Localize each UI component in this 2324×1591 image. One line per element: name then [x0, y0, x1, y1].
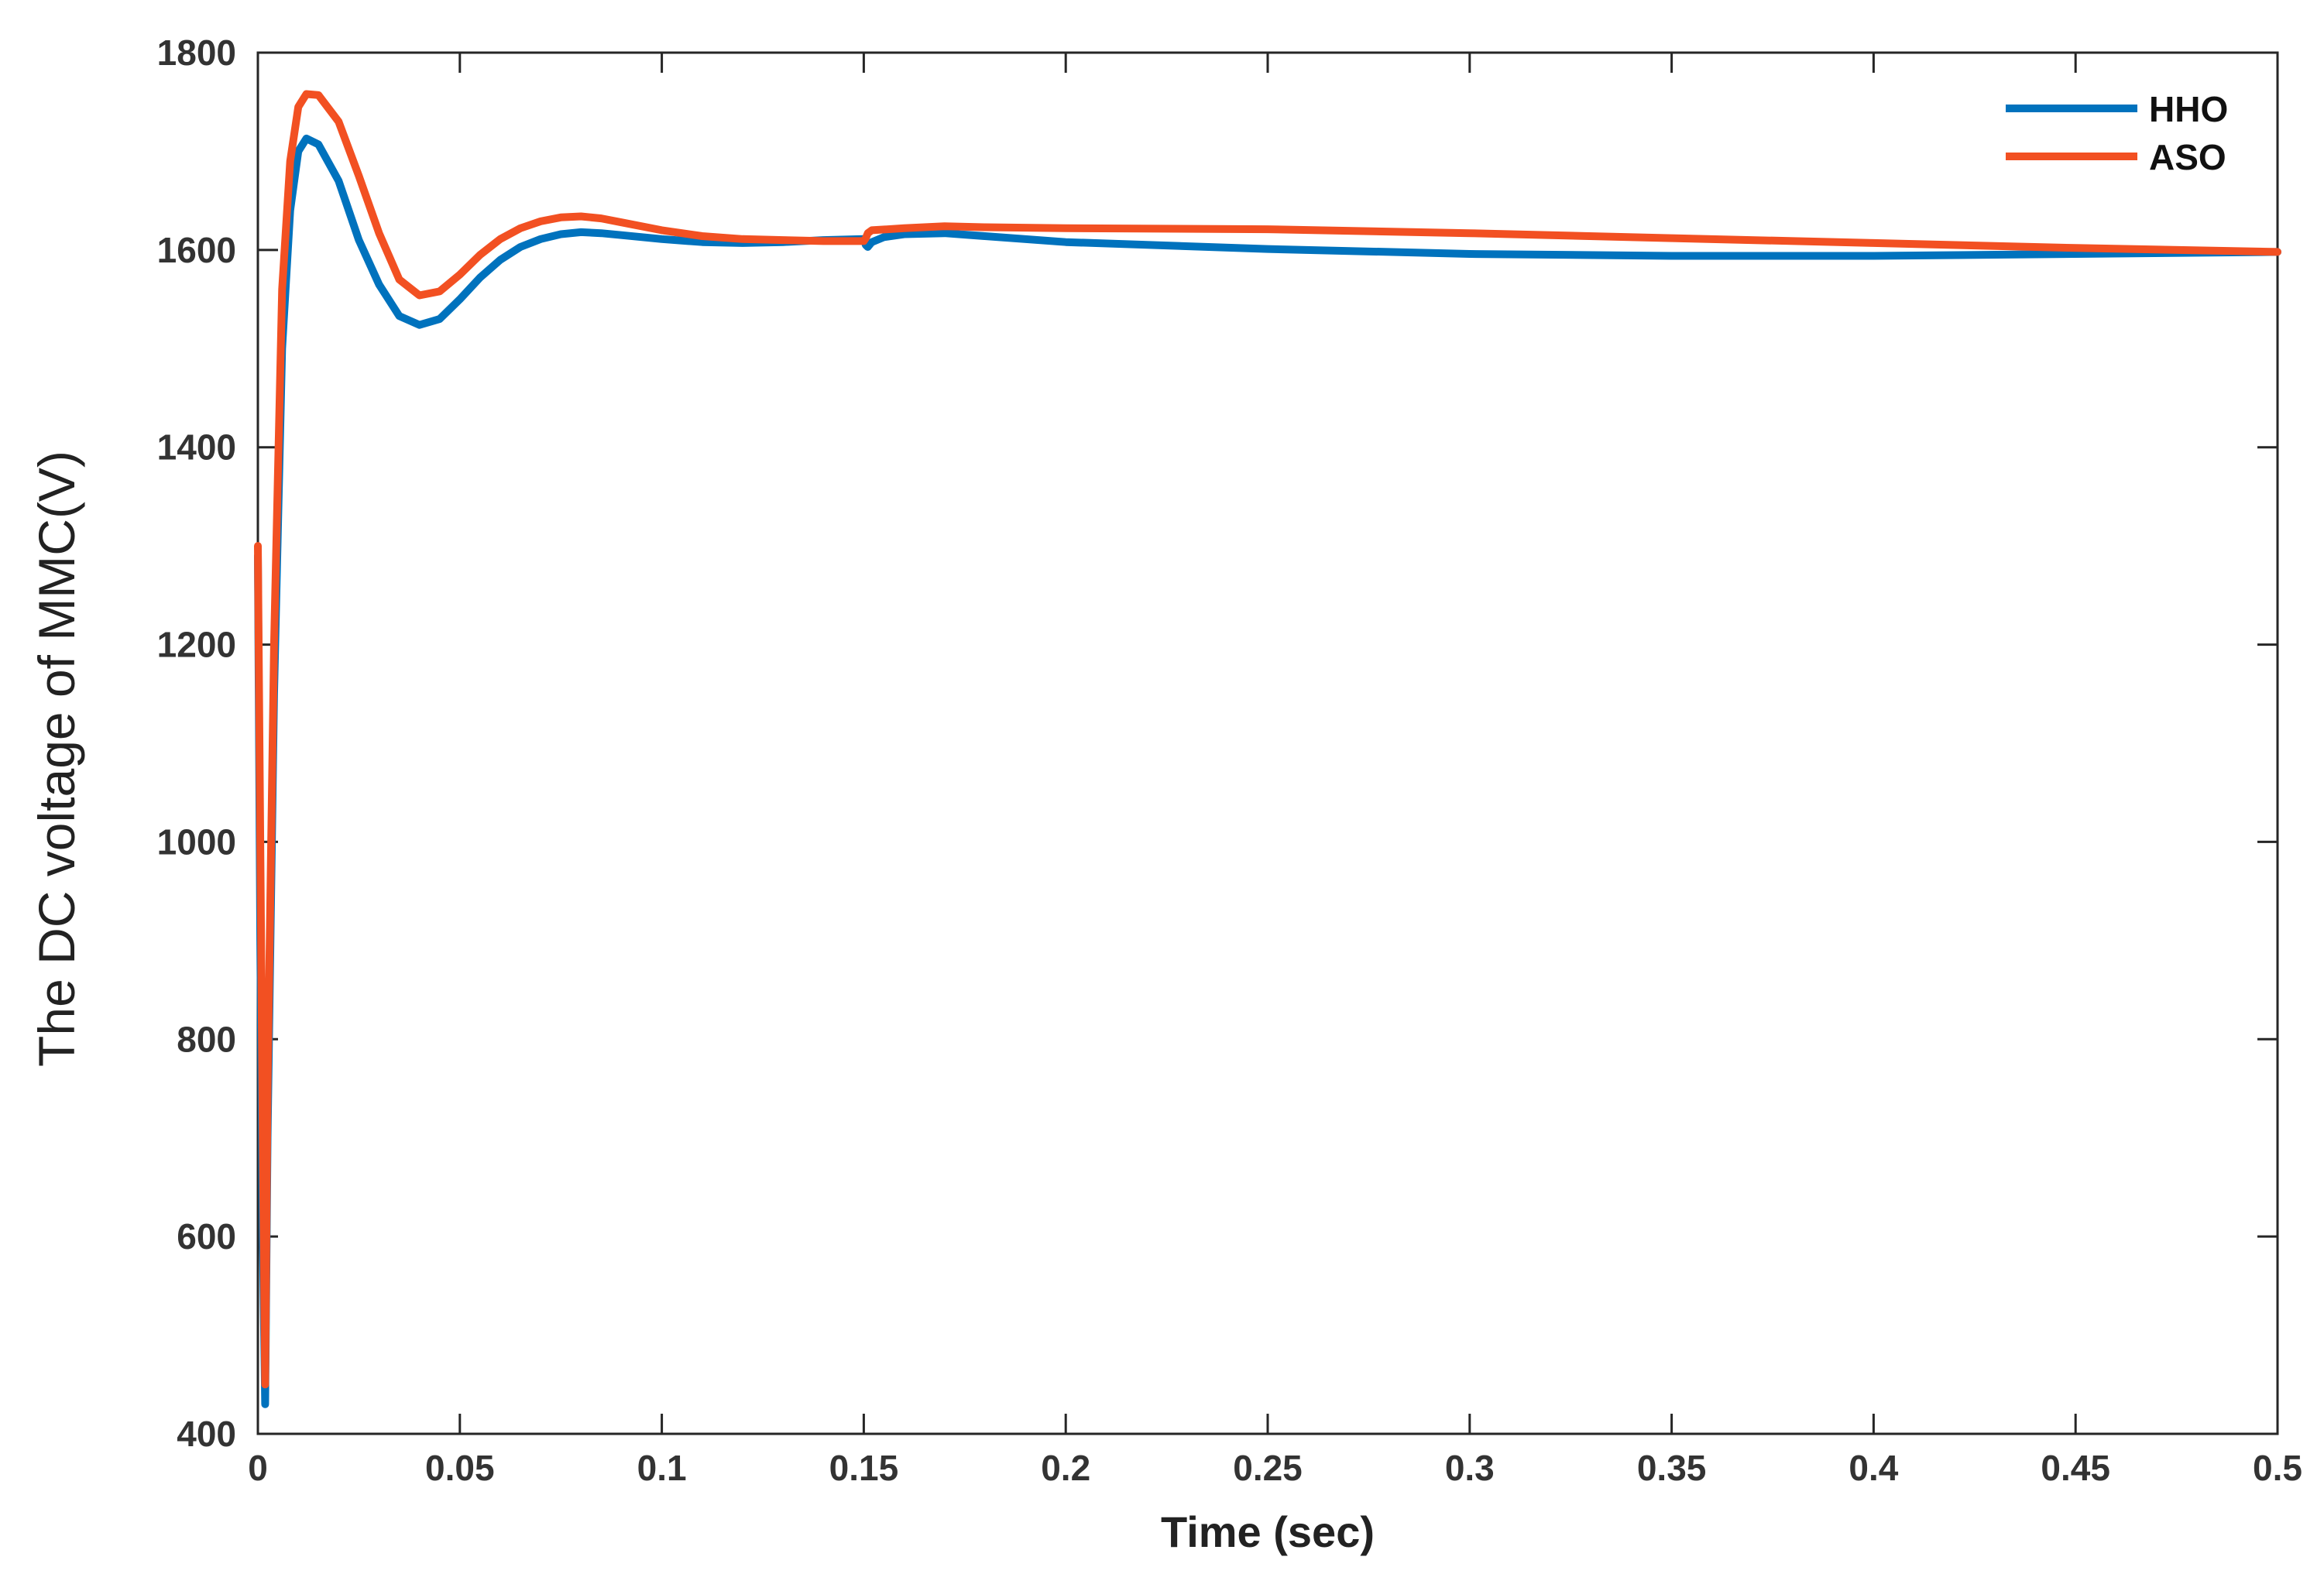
y-axis: 400 600 800 1000 1200 1400 1600 1800	[157, 33, 2278, 1454]
y-tick-label: 1600	[157, 230, 236, 270]
x-axis-label: Time (sec)	[1161, 1507, 1375, 1556]
x-tick-label: 0.25	[1233, 1448, 1303, 1488]
x-tick-label: 0.45	[2041, 1448, 2110, 1488]
y-tick-label: 1200	[157, 625, 236, 665]
x-tick-label: 0	[248, 1448, 268, 1488]
x-tick-label: 0.35	[1637, 1448, 1707, 1488]
x-tick-label: 0.05	[425, 1448, 495, 1488]
legend-label-aso: ASO	[2149, 137, 2226, 177]
y-tick-label: 1400	[157, 427, 236, 468]
y-axis-label: The DC voltage of MMC(V)	[28, 451, 85, 1067]
x-tick-label: 0.1	[637, 1448, 687, 1488]
x-tick-label: 0.15	[829, 1448, 899, 1488]
series-group	[254, 90, 2281, 1408]
x-tick-label: 0.5	[2253, 1448, 2302, 1488]
plot-area	[256, 51, 2279, 1435]
series-line-hho	[254, 134, 2281, 1408]
series-line-aso	[254, 90, 2281, 1389]
x-axis: 0 0.05 0.1 0.15 0.2 0.25 0.3 0.35 0.4 0.45 0.5	[248, 53, 2302, 1488]
y-tick-label: 600	[177, 1216, 236, 1257]
y-tick-label: 1800	[157, 33, 236, 73]
y-tick-label: 800	[177, 1019, 236, 1059]
x-tick-label: 0.3	[1445, 1448, 1495, 1488]
legend: HHO ASO	[2006, 89, 2228, 177]
y-tick-label: 400	[177, 1414, 236, 1454]
legend-label-hho: HHO	[2149, 89, 2228, 129]
y-tick-label: 1000	[157, 821, 236, 862]
x-tick-label: 0.4	[1849, 1448, 1898, 1488]
x-tick-label: 0.2	[1041, 1448, 1090, 1488]
